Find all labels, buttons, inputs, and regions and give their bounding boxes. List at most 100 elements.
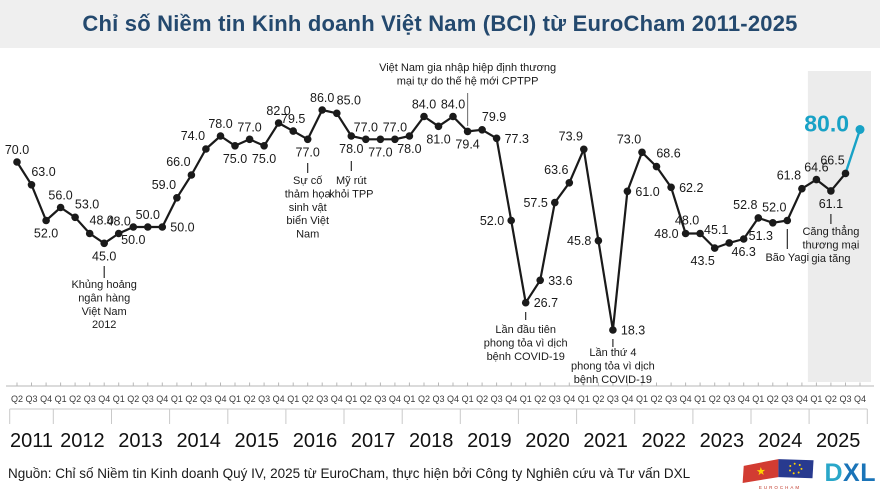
data-point	[551, 198, 559, 207]
svg-text:52.0: 52.0	[480, 214, 504, 228]
svg-text:Q3: Q3	[25, 394, 37, 404]
data-point	[376, 135, 385, 144]
svg-text:48.0: 48.0	[107, 215, 131, 229]
svg-text:66.5: 66.5	[820, 153, 844, 167]
svg-text:bệnh COVID-19: bệnh COVID-19	[574, 374, 652, 386]
data-point	[463, 127, 472, 136]
data-point	[434, 122, 443, 131]
data-point	[725, 239, 733, 247]
svg-text:70.0: 70.0	[5, 143, 29, 157]
svg-text:63.0: 63.0	[31, 165, 55, 179]
svg-text:Q2: Q2	[825, 394, 837, 404]
data-point	[507, 216, 515, 225]
forecast-segment	[844, 129, 862, 174]
svg-text:48.0: 48.0	[675, 214, 699, 228]
svg-text:77.0: 77.0	[368, 145, 392, 159]
data-point	[42, 216, 50, 225]
svg-text:59.0: 59.0	[152, 178, 176, 192]
data-point	[144, 223, 152, 231]
footer: Nguồn: Chỉ số Niềm tin Kinh doanh Quý IV…	[8, 453, 876, 493]
svg-text:Q2: Q2	[244, 394, 256, 404]
data-point	[681, 229, 690, 238]
data-point	[231, 142, 239, 150]
svg-text:77.3: 77.3	[505, 132, 529, 146]
svg-text:Việt Nam gia nhập hiệp định th: Việt Nam gia nhập hiệp định thương	[379, 62, 556, 74]
svg-text:85.0: 85.0	[337, 93, 361, 107]
svg-text:Lần thứ 4: Lần thứ 4	[589, 347, 636, 359]
data-point	[580, 145, 588, 154]
data-point	[783, 216, 792, 225]
svg-text:thương mại: thương mại	[803, 239, 860, 251]
svg-text:2011: 2011	[10, 430, 53, 452]
data-point	[114, 229, 123, 238]
svg-text:Q3: Q3	[607, 394, 619, 404]
svg-text:Q3: Q3	[723, 394, 735, 404]
svg-text:Q1: Q1	[462, 394, 474, 404]
data-point	[594, 236, 603, 245]
svg-text:Q4: Q4	[331, 394, 343, 404]
svg-text:2022: 2022	[642, 430, 687, 452]
svg-text:62.2: 62.2	[679, 181, 703, 195]
svg-text:Q4: Q4	[738, 394, 750, 404]
data-point	[841, 169, 850, 178]
title-bar: Chỉ số Niềm tin Kinh doanh Việt Nam (BCI…	[0, 0, 880, 48]
svg-text:Q4: Q4	[40, 394, 52, 404]
svg-text:77.0: 77.0	[237, 120, 261, 134]
svg-text:Q4: Q4	[680, 394, 692, 404]
bci-line-chart: Q2 Q3 Q4 Q1 Q2 Q3 Q4 Q1 Q2 Q3 Q4 Q1 Q2 Q3 Q4 Q1 Q2 Q3 Q4 Q1…	[5, 62, 874, 452]
svg-text:Q1: Q1	[578, 394, 590, 404]
svg-text:50.0: 50.0	[136, 208, 160, 222]
svg-text:48.0: 48.0	[90, 214, 114, 228]
svg-text:Q2: Q2	[69, 394, 81, 404]
data-point	[638, 148, 646, 157]
svg-text:45.8: 45.8	[567, 234, 591, 248]
svg-text:Q4: Q4	[156, 394, 168, 404]
svg-text:50.0: 50.0	[121, 233, 145, 247]
svg-text:2017: 2017	[351, 430, 396, 452]
svg-text:Q1: Q1	[520, 394, 532, 404]
svg-text:61.8: 61.8	[777, 169, 801, 183]
data-point	[769, 219, 777, 227]
svg-text:thảm họa: thảm họa	[285, 188, 332, 200]
vn-star-icon: ★	[756, 466, 767, 479]
svg-text:Q4: Q4	[621, 394, 633, 404]
svg-text:Q1: Q1	[694, 394, 706, 404]
svg-text:Q4: Q4	[98, 394, 110, 404]
data-point	[667, 183, 675, 192]
svg-text:2023: 2023	[700, 430, 745, 452]
data-point	[478, 126, 486, 134]
svg-text:2012: 2012	[60, 430, 105, 452]
data-point	[56, 203, 65, 212]
svg-text:Q1: Q1	[403, 394, 415, 404]
svg-text:khỏi TPP: khỏi TPP	[329, 188, 373, 200]
bci-series-line	[16, 108, 847, 332]
svg-text:sinh vật: sinh vật	[289, 202, 327, 214]
data-point	[405, 132, 414, 140]
svg-text:66.0: 66.0	[166, 155, 190, 169]
eurocham-logo: ★ EUROCHAM	[743, 459, 815, 490]
svg-text:78.0: 78.0	[397, 142, 421, 156]
data-point	[347, 132, 356, 140]
data-point	[827, 187, 835, 195]
svg-text:biển Việt: biển Việt	[286, 215, 329, 227]
footer-logos: ★ EUROCHAM DXL	[742, 456, 876, 490]
svg-text:Q2: Q2	[476, 394, 488, 404]
svg-text:2019: 2019	[467, 430, 512, 452]
svg-text:Q2: Q2	[360, 394, 372, 404]
svg-text:Q1: Q1	[636, 394, 648, 404]
svg-text:Q1: Q1	[345, 394, 357, 404]
dxl-xl-glyph: XL	[843, 458, 876, 487]
svg-text:Q3: Q3	[432, 394, 444, 404]
svg-text:Q1: Q1	[229, 394, 241, 404]
dxl-logo: DXL	[824, 459, 876, 488]
svg-text:52.0: 52.0	[762, 201, 786, 215]
svg-text:61.1: 61.1	[819, 197, 843, 211]
data-point	[289, 127, 298, 135]
data-point	[536, 276, 544, 285]
svg-text:43.5: 43.5	[691, 254, 715, 268]
svg-text:Nam: Nam	[296, 229, 319, 241]
svg-text:Việt Nam: Việt Nam	[82, 306, 127, 318]
svg-text:46.3: 46.3	[732, 245, 756, 259]
eu-flag-shape	[778, 459, 815, 479]
svg-text:Q3: Q3	[781, 394, 793, 404]
